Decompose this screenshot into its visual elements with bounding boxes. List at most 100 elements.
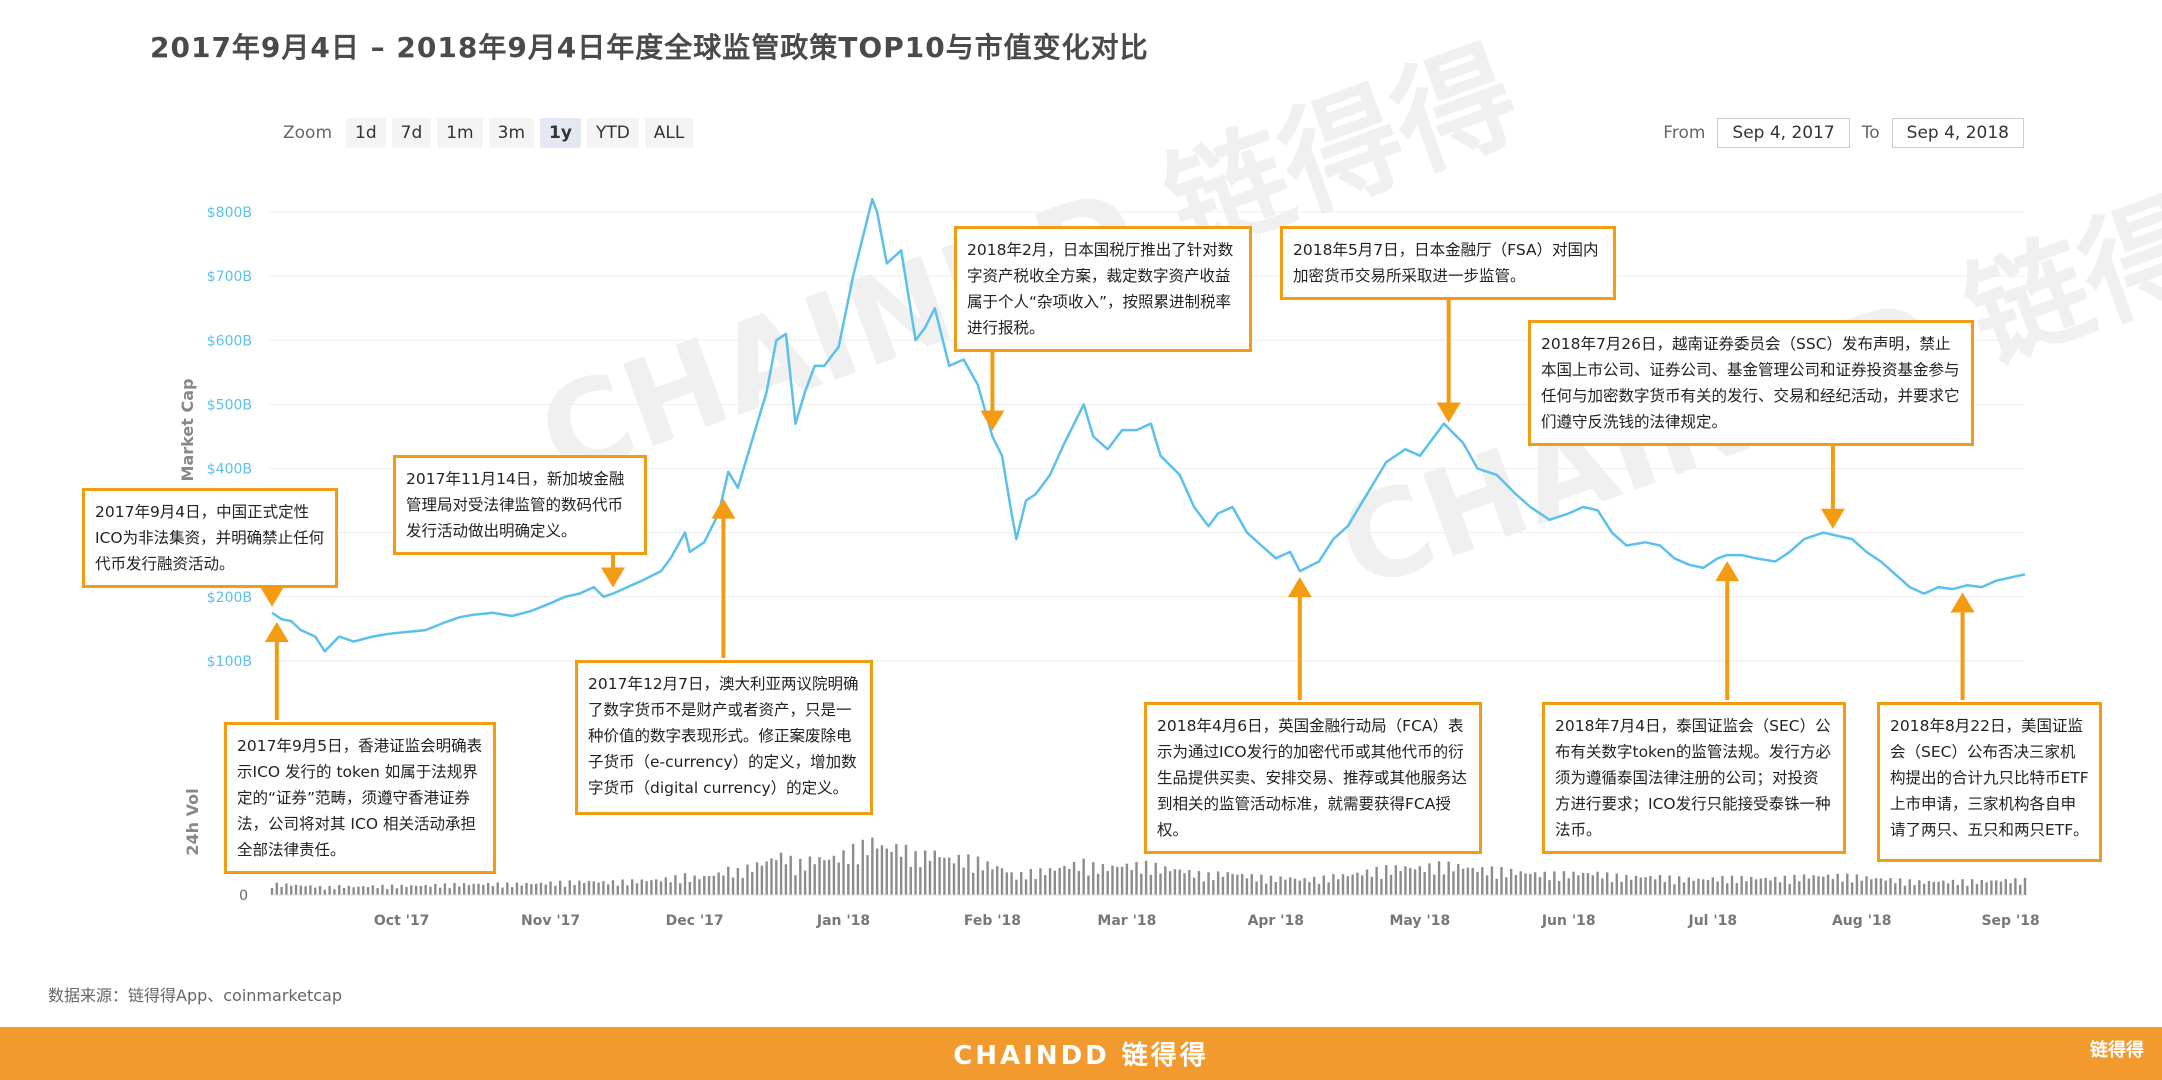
volume-bar <box>616 885 619 895</box>
zoom-1d-button[interactable]: 1d <box>346 118 386 148</box>
volume-bar <box>1994 880 1998 895</box>
volume-bar <box>1380 878 1383 895</box>
volume-bar <box>1601 878 1604 895</box>
volume-bar <box>659 881 663 895</box>
volume-bar <box>1308 882 1311 895</box>
volume-bar <box>1212 880 1215 895</box>
volume-bar <box>1951 879 1955 895</box>
volume-bar <box>1072 861 1076 895</box>
volume-bar <box>1802 874 1806 895</box>
volume-bar <box>1519 871 1522 895</box>
y-tick-label: $700B <box>207 269 252 285</box>
zoom-3m-button[interactable]: 3m <box>488 118 535 148</box>
volume-bar <box>424 884 427 895</box>
volume-bar <box>919 867 922 895</box>
x-tick-label: Sep '18 <box>1981 913 2039 929</box>
volume-bar <box>544 884 547 895</box>
volume-bar <box>621 879 624 895</box>
volume-bar <box>957 854 960 895</box>
volume-bar <box>1798 881 1801 895</box>
annotation-box-3: 2017年12月7日，澳大利亚两议院明确了数字货币不是财产或者资产，只是一种价值… <box>575 660 873 815</box>
volume-bar <box>789 855 792 895</box>
volume-bar <box>1461 868 1465 895</box>
volume-bar <box>871 837 874 895</box>
volume-bar <box>410 885 413 895</box>
volume-bar <box>1029 869 1033 895</box>
volume-bar <box>1793 874 1796 895</box>
volume-bar <box>1716 881 1719 895</box>
volume-bar <box>338 885 341 895</box>
volume-bar <box>1865 876 1868 895</box>
volume-bar <box>1365 869 1369 895</box>
volume-bar <box>453 883 456 895</box>
volume-bar <box>1726 883 1729 895</box>
volume-bar <box>429 886 432 895</box>
zoom-1m-button[interactable]: 1m <box>437 118 483 148</box>
volume-bar <box>1543 871 1546 895</box>
volume-bar <box>1807 878 1811 895</box>
volume-bar <box>462 883 466 895</box>
from-date-input[interactable]: Sep 4, 2017 <box>1717 118 1850 148</box>
volume-bar <box>1591 875 1594 895</box>
volume-bar <box>818 857 821 895</box>
volume-bar <box>1730 875 1734 895</box>
volume-bar <box>847 863 850 895</box>
volume-bar <box>947 857 951 895</box>
volume-bar <box>1370 876 1374 895</box>
x-tick-label: Jul '18 <box>1688 913 1738 929</box>
volume-bar <box>1231 874 1234 895</box>
volume-bar <box>655 879 658 895</box>
volume-bar <box>986 861 989 895</box>
x-tick-label: Aug '18 <box>1832 913 1891 929</box>
annotation-arrowhead-9 <box>1950 592 1975 613</box>
volume-bar <box>688 881 692 895</box>
volume-bar <box>1149 874 1153 895</box>
volume-bar <box>952 863 956 895</box>
volume-bar <box>1884 880 1887 895</box>
volume-bar <box>1581 872 1585 895</box>
volume-bar <box>1615 873 1618 895</box>
volume-bar <box>1927 880 1931 895</box>
volume-bar <box>943 857 946 895</box>
zoom-ytd-button[interactable]: YTD <box>586 118 639 148</box>
volume-bar <box>405 886 408 895</box>
volume-bar <box>314 887 317 895</box>
page-title: 2017年9月4日 – 2018年9月4日年度全球监管政策TOP10与市值变化对… <box>150 31 1149 64</box>
zoom-1y-button[interactable]: 1y <box>540 118 581 148</box>
footer-logo: 链得得 <box>2090 1040 2144 1061</box>
volume-bar <box>1356 872 1359 895</box>
zoom-7d-button[interactable]: 7d <box>391 118 432 148</box>
volume-bar <box>650 880 653 895</box>
volume-bar <box>1553 871 1556 895</box>
volume-bar <box>1970 879 1974 895</box>
volume-bar <box>1740 875 1743 895</box>
to-date-input[interactable]: Sep 4, 2018 <box>1891 118 2024 148</box>
volume-bar <box>1812 875 1815 895</box>
volume-bar <box>1303 878 1306 895</box>
volume-bar <box>587 881 591 895</box>
volume-bar <box>568 880 571 895</box>
volume-bar <box>1625 874 1628 895</box>
volume-bar <box>515 882 519 895</box>
volume-bar <box>741 877 744 895</box>
volume-bar <box>1846 873 1849 895</box>
volume-bar <box>698 879 701 895</box>
volume-bar <box>837 862 840 895</box>
y-axis-label: Market Cap <box>178 379 197 482</box>
volume-bar <box>1082 858 1085 895</box>
volume-bar <box>1452 871 1455 895</box>
volume-bar <box>1096 873 1100 895</box>
volume-bar <box>1173 869 1177 895</box>
volume-bar <box>1990 880 1993 895</box>
annotation-arrowhead-3 <box>711 498 736 519</box>
zoom-all-button[interactable]: ALL <box>644 118 694 148</box>
volume-bar <box>746 864 749 895</box>
annotation-box-7: 2018年7月4日，泰国证监会（SEC）公布有关数字token的监管法规。发行方… <box>1542 702 1846 854</box>
volume-bar <box>1466 867 1470 895</box>
x-tick-label: Apr '18 <box>1248 913 1304 929</box>
volume-bar <box>333 889 336 895</box>
volume-bar <box>448 888 451 895</box>
volume-bar <box>1980 879 1983 895</box>
volume-bar <box>1610 882 1614 895</box>
volume-bar <box>496 882 499 895</box>
